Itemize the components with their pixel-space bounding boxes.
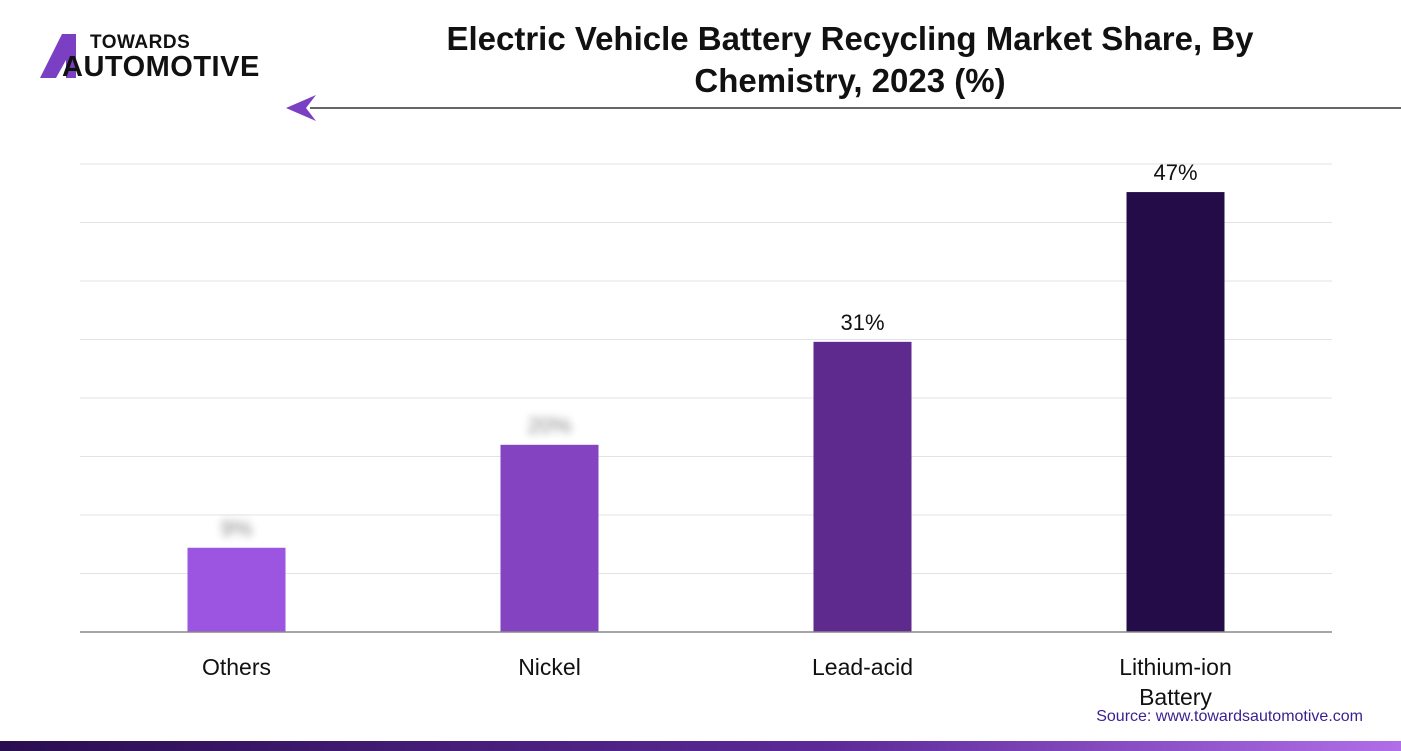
source: Source: www.towardsautomotive.com	[1096, 708, 1363, 725]
logo-text: TOWARDS	[90, 32, 191, 53]
value-label: 20%	[527, 413, 571, 438]
bar	[813, 341, 912, 632]
value-label: 9%	[221, 516, 253, 541]
logo-mark	[40, 34, 76, 78]
header-arrow	[286, 95, 316, 121]
footer-band	[0, 741, 1401, 751]
x-tick-label: Nickel	[518, 654, 581, 680]
x-tick-label: Lead-acid	[811, 654, 914, 680]
bar	[187, 547, 286, 632]
x-tick-label: Lithium-ion Battery	[1119, 654, 1232, 710]
value-label: 47%	[1153, 160, 1197, 185]
logo-text: AUTOMOTIVE	[62, 51, 260, 83]
chart-title: Electric Vehicle Battery Recycling Marke…	[446, 20, 1254, 99]
value-label: 31%	[840, 310, 884, 335]
bar	[1126, 192, 1225, 632]
x-tick-label: Others	[201, 654, 272, 680]
bar	[500, 444, 599, 632]
